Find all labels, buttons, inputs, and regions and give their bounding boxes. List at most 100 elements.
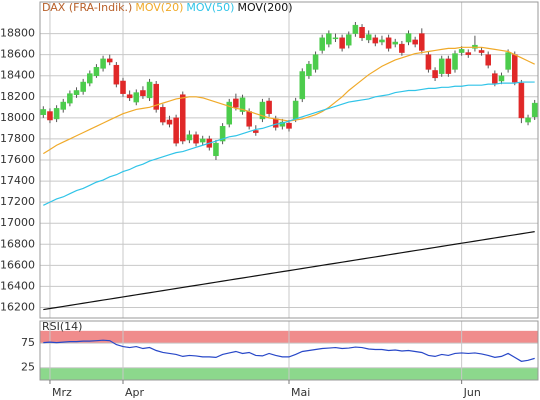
candle-body bbox=[465, 52, 472, 55]
candle-body bbox=[505, 52, 511, 70]
legend-entry: MOV(200) bbox=[237, 1, 292, 14]
candle-body bbox=[359, 27, 365, 39]
candle-body bbox=[412, 39, 418, 45]
candle-body bbox=[259, 101, 266, 120]
candle-body bbox=[73, 90, 80, 95]
y-tick-label: 18800 bbox=[0, 27, 35, 40]
y-tick-label: 17200 bbox=[0, 195, 35, 208]
candle-body bbox=[173, 117, 179, 144]
y-tick-label: 16600 bbox=[0, 258, 35, 271]
x-tick-label: Apr bbox=[125, 386, 145, 399]
rsi-title: RSI(14) bbox=[42, 320, 82, 333]
candle-body bbox=[292, 100, 299, 120]
line-series bbox=[43, 339, 535, 362]
legend-entry: DAX (FRA-Indik.) bbox=[42, 1, 132, 14]
candle-body bbox=[93, 67, 100, 76]
candle-body bbox=[67, 93, 73, 104]
candle-body bbox=[146, 81, 153, 99]
candle-body bbox=[326, 33, 332, 45]
y-tick-label: 75 bbox=[21, 336, 35, 349]
y-tick-label: 16800 bbox=[0, 237, 35, 250]
candle-body bbox=[239, 97, 246, 112]
candle-body bbox=[392, 41, 399, 45]
candle-body bbox=[405, 33, 412, 43]
candle-body bbox=[53, 108, 60, 120]
candle-body bbox=[40, 109, 47, 115]
y-tick-label: 17400 bbox=[0, 174, 35, 187]
candle-body bbox=[113, 64, 120, 85]
candle-body bbox=[199, 138, 206, 143]
candle-body bbox=[425, 54, 432, 70]
candle-body bbox=[233, 98, 239, 108]
y-tick-label: 18600 bbox=[0, 48, 35, 61]
candle-body bbox=[186, 134, 193, 141]
candle-body bbox=[438, 58, 445, 74]
line-series bbox=[43, 81, 535, 206]
candle-body bbox=[140, 90, 146, 96]
candle-body bbox=[80, 81, 86, 92]
legend-entry: MOV(20) bbox=[135, 1, 183, 14]
candle-body bbox=[60, 101, 67, 110]
candle-body bbox=[306, 63, 312, 76]
candle-body bbox=[47, 111, 53, 121]
candle-body bbox=[312, 54, 319, 70]
candle-body bbox=[332, 37, 339, 40]
legend-entry: MOV(50) bbox=[186, 1, 234, 14]
candle-body bbox=[345, 34, 352, 46]
plot-frame bbox=[39, 1, 539, 319]
y-tick-label: 18200 bbox=[0, 90, 35, 103]
candle-body bbox=[445, 58, 452, 74]
candle-body bbox=[279, 121, 286, 127]
candle-body bbox=[120, 80, 126, 94]
candle-body bbox=[379, 39, 385, 43]
candle-body bbox=[246, 111, 252, 127]
candle-body bbox=[166, 119, 173, 125]
candle-body bbox=[365, 34, 372, 41]
candle-body bbox=[498, 75, 505, 82]
candle-body bbox=[286, 122, 292, 129]
x-tick-label: Mai bbox=[291, 386, 310, 399]
candle-body bbox=[452, 53, 458, 70]
candle-body bbox=[511, 54, 518, 83]
candle-body bbox=[272, 118, 279, 128]
candle-body bbox=[266, 100, 272, 114]
plot-area bbox=[40, 2, 538, 318]
candle-body bbox=[372, 37, 379, 44]
candle-body bbox=[432, 70, 438, 79]
candle-body bbox=[133, 92, 140, 103]
candle-body bbox=[319, 37, 325, 51]
candle-body bbox=[385, 37, 392, 49]
y-tick-label: 18000 bbox=[0, 111, 35, 124]
candle-body bbox=[87, 73, 93, 84]
candle-body bbox=[419, 33, 425, 51]
candle-body bbox=[226, 101, 233, 125]
candle-body bbox=[213, 142, 219, 157]
y-tick-label: 17600 bbox=[0, 153, 35, 166]
y-tick-label: 17800 bbox=[0, 132, 35, 145]
y-tick-label: 25 bbox=[21, 361, 35, 374]
candle-body bbox=[160, 107, 166, 123]
candle-body bbox=[179, 94, 186, 142]
candle-body bbox=[253, 130, 259, 133]
y-tick-label: 18400 bbox=[0, 69, 35, 82]
candle-body bbox=[106, 58, 113, 63]
candle-body bbox=[126, 94, 133, 99]
x-tick-label: Mrz bbox=[52, 386, 72, 399]
y-tick-label: 16200 bbox=[0, 300, 35, 313]
candle-body bbox=[299, 71, 306, 100]
candle-body bbox=[478, 50, 485, 53]
candle-body bbox=[525, 117, 531, 123]
candle-body bbox=[339, 37, 345, 49]
y-tick-label: 17000 bbox=[0, 216, 35, 229]
candle-body bbox=[518, 82, 525, 119]
candle-body bbox=[531, 102, 538, 118]
candle-body bbox=[219, 126, 226, 142]
candle-body bbox=[458, 49, 465, 53]
candle-body bbox=[100, 58, 106, 69]
candle-body bbox=[352, 24, 359, 34]
candle-body bbox=[492, 73, 498, 84]
line-series bbox=[43, 231, 535, 311]
candle-body bbox=[399, 43, 405, 53]
